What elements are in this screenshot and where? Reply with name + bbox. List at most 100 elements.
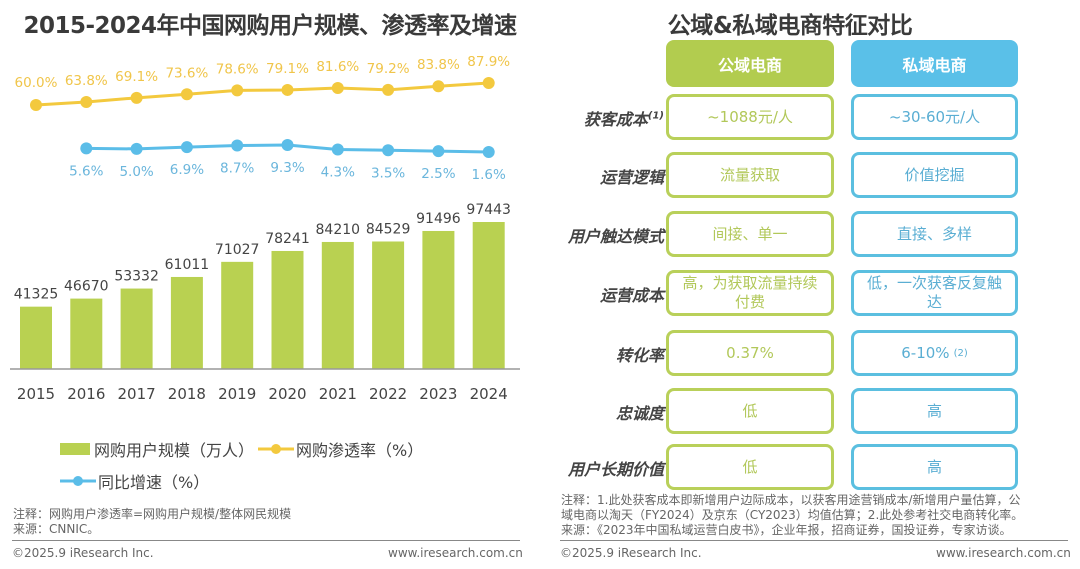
private-cell-text: 直接、多样 xyxy=(896,224,972,243)
bar-labels-group: 41325 46670 53332 61011 71027 78241 84210 84529… xyxy=(14,202,511,303)
x-tick-label: 2020 xyxy=(268,385,306,403)
penetration-point xyxy=(80,96,93,109)
legend-penetration-swatch-icon xyxy=(258,444,295,454)
bar-value-label: 84529 xyxy=(366,221,411,237)
growth-label: 8.7% xyxy=(220,161,254,177)
growth-label: 4.3% xyxy=(321,165,355,181)
private-cell-text: 低，一次获客反复触达 xyxy=(866,274,1002,311)
penetration-point xyxy=(130,91,143,104)
penetration-line-group: 60.0% 63.8% 69.1% 73.6% 78.6% 79.1% 81.6% 79.2%… xyxy=(15,54,510,111)
penetration-point xyxy=(281,83,294,96)
bar xyxy=(472,222,505,369)
x-tick-label: 2021 xyxy=(319,385,357,403)
penetration-label: 87.9% xyxy=(467,54,510,70)
growth-label: 9.3% xyxy=(270,160,304,176)
public-cell: 间接、单一 xyxy=(666,211,834,257)
right-source: 来源：《2023年中国私域运营白皮书》，企业年报，招商证券，国投证券，专家访谈。 xyxy=(561,523,1012,537)
legend-growth-swatch-icon xyxy=(60,476,96,486)
bar xyxy=(221,261,254,369)
legend-item-bars: 网购用户规模（万人） 网购渗透率（%） xyxy=(60,437,423,461)
row-label: 用户触达模式 xyxy=(540,223,664,247)
public-cell-text: 0.37% xyxy=(726,343,774,362)
bar xyxy=(170,276,203,369)
bar-value-label: 41325 xyxy=(14,287,59,303)
left-note: 注释：网购用户渗透率=网购用户规模/整体网民规模 xyxy=(13,507,292,521)
public-cell-text: 低 xyxy=(742,457,758,476)
growth-label: 1.6% xyxy=(472,167,506,183)
header-private-ecommerce: 私域电商 xyxy=(851,40,1018,87)
row-label: 用户长期价值 xyxy=(540,456,664,480)
x-tick-label: 2018 xyxy=(168,385,206,403)
bar-value-label: 91496 xyxy=(416,211,461,227)
x-tick-label: 2022 xyxy=(369,385,407,403)
growth-point xyxy=(80,142,93,155)
row-label-text: 运营逻辑 xyxy=(599,168,664,187)
growth-point xyxy=(331,143,344,156)
public-cell-text: 间接、单一 xyxy=(712,224,788,243)
bar-value-label: 97443 xyxy=(466,202,511,218)
growth-point xyxy=(180,141,193,154)
private-cell: ~30-60元/人 xyxy=(851,94,1018,140)
legend-item-growth: 同比增速（%） xyxy=(60,469,209,493)
header-public-ecommerce: 公域电商 xyxy=(666,40,834,87)
private-cell-text: 高 xyxy=(926,401,942,420)
bar xyxy=(70,298,103,369)
public-cell: 低 xyxy=(666,388,834,434)
legend-bar-swatch-icon xyxy=(60,443,90,455)
x-tick-label: 2024 xyxy=(470,385,508,403)
growth-label: 5.6% xyxy=(69,163,103,179)
growth-label: 3.5% xyxy=(371,165,405,181)
public-cell: 低 xyxy=(666,444,834,490)
row-label: 忠诚度 xyxy=(540,400,664,424)
bar xyxy=(321,241,354,369)
bar xyxy=(20,306,52,369)
bar-line-chart: 41325 46670 53332 61011 71027 78241 84210 84529… xyxy=(10,54,520,403)
bar-value-label: 61011 xyxy=(165,257,210,273)
penetration-label: 79.2% xyxy=(367,61,410,77)
private-cell-text: 高 xyxy=(926,457,942,476)
private-cell: 直接、多样 xyxy=(851,211,1018,257)
growth-point xyxy=(382,144,395,157)
penetration-point xyxy=(382,83,395,96)
public-cell: 0.37% xyxy=(666,330,834,376)
row-label-text: 用户触达模式 xyxy=(567,227,664,246)
growth-point xyxy=(231,139,244,152)
penetration-point xyxy=(231,84,244,97)
x-tick-label: 2016 xyxy=(67,385,105,403)
growth-label: 6.9% xyxy=(170,162,204,178)
penetration-label: 79.1% xyxy=(266,61,309,77)
right-footer-divider xyxy=(560,540,1068,541)
public-cell-text: ~1088元/人 xyxy=(707,107,793,126)
row-label-text: 运营成本 xyxy=(599,286,664,305)
bar-value-label: 46670 xyxy=(64,279,109,295)
bars-group xyxy=(20,222,505,369)
public-cell-text: 高，为获取流量持续付费 xyxy=(682,274,818,311)
legend-penetration-label: 网购渗透率（%） xyxy=(296,441,424,460)
growth-line-group: 5.6% 5.0% 6.9% 8.7% 9.3% 4.3% 3.5% 2.5% 1.6% xyxy=(69,139,506,183)
row-label-text: 获客成本 xyxy=(583,110,648,129)
bar-value-label: 84210 xyxy=(316,222,361,238)
row-label-text: 用户长期价值 xyxy=(567,460,664,479)
penetration-line xyxy=(35,81,489,107)
left-source: 来源：CNNIC。 xyxy=(13,522,100,536)
private-cell-footnote: (2) xyxy=(953,347,968,359)
left-website[interactable]: www.iresearch.com.cn xyxy=(388,546,523,560)
row-label-footnote: (1) xyxy=(647,110,664,122)
penetration-label: 60.0% xyxy=(15,75,58,91)
private-cell: 价值挖掘 xyxy=(851,152,1018,198)
bar xyxy=(271,250,304,369)
right-website[interactable]: www.iresearch.com.cn xyxy=(936,546,1071,560)
row-label: 转化率 xyxy=(540,342,664,366)
bar xyxy=(422,230,455,369)
right-copyright: ©2025.9 iResearch Inc. xyxy=(560,546,702,560)
right-note-line1: 注释：1.此处获客成本即新增用户边际成本，以获客用途营销成本/新增用户量估算，公 xyxy=(561,493,1021,507)
right-note-line2: 域电商以淘天（FY2024）及京东（CY2023）均值估算；2.此处参考社交电商… xyxy=(561,508,1024,522)
private-cell: 高 xyxy=(851,388,1018,434)
growth-point xyxy=(281,139,294,151)
penetration-point xyxy=(30,99,42,111)
x-tick-labels: 2015 2016 2017 2018 2019 2020 2021 2022 2023 2024 xyxy=(17,385,508,403)
bar xyxy=(120,288,153,369)
public-cell: ~1088元/人 xyxy=(666,94,834,140)
x-tick-label: 2023 xyxy=(419,385,457,403)
private-cell: 高 xyxy=(851,444,1018,490)
